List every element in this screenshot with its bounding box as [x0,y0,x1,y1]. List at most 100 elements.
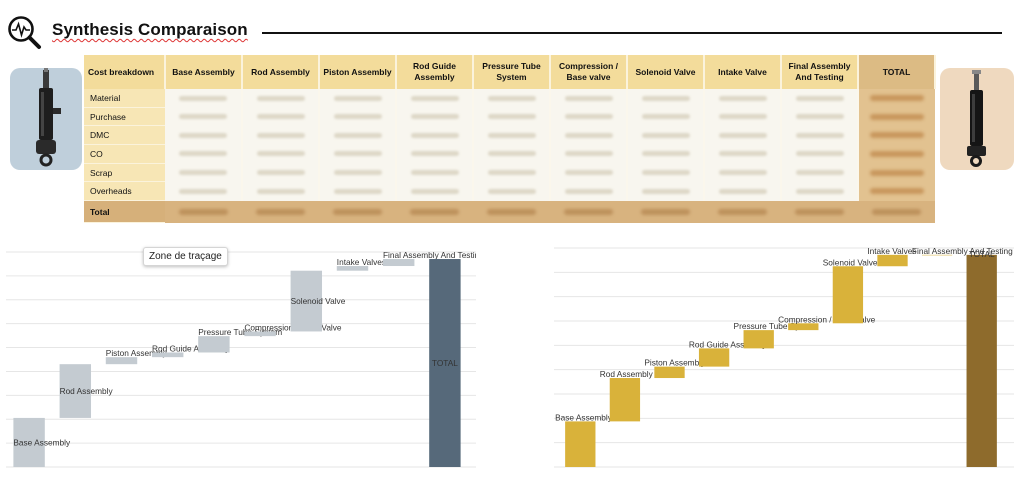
redacted-value [870,132,924,139]
waterfall-chart-left-svg: Base Assembly Rod Assembly Piston Assembly… [6,250,476,468]
table-cell-redacted [627,107,705,126]
redacted-value [178,132,228,138]
table-total-row: Total [84,200,935,223]
table-cell-redacted [550,181,628,201]
redacted-value [795,132,844,138]
redacted-value [564,188,613,194]
total-row-cell-redacted [242,200,319,223]
redacted-value [487,95,536,101]
bar-label: Piston Assembly [644,358,706,368]
redacted-value [795,114,844,120]
plot-area-tooltip: Zone de traçage [143,247,228,266]
table-header-row: Cost breakdown Base Assembly Rod Assembl… [84,55,936,89]
bar-label: Base Assembly [13,437,71,447]
redacted-value [333,95,382,101]
redacted-value [718,132,767,138]
page-header: Synthesis Comparaison [0,0,1024,50]
table-cell-redacted [627,163,705,182]
bar-label: Rod Guide Assembly [152,343,230,353]
bar-label: TOTAL [432,358,458,368]
bar-label: Piston Assembly [106,348,168,358]
column-header: Intake Valve [704,55,782,89]
table-cell-redacted [165,89,243,108]
total-row-cell-redacted [396,200,473,223]
redacted-value [795,170,844,176]
table-cell-redacted [165,107,243,126]
table-cell-redacted [396,89,474,108]
waterfall-bar[interactable] [13,417,45,467]
table-cell-redacted [473,144,551,164]
waterfall-bar[interactable] [429,259,461,467]
redacted-value [718,170,767,176]
table-cell-redacted [781,125,859,145]
column-header: Rod Assembly [242,55,320,89]
table-cell-redacted [242,107,320,126]
waterfall-bar[interactable] [382,259,415,267]
table-cell-redacted [242,125,320,145]
redacted-value [410,132,459,138]
waterfall-chart-right[interactable]: Base Assembly Rod Assembly Piston Assembly… [554,240,1014,475]
waterfall-bar[interactable] [151,352,184,358]
waterfall-bar[interactable] [921,254,953,256]
redacted-value [256,132,305,138]
redacted-value [256,95,305,101]
waterfall-bar[interactable] [59,364,92,418]
waterfall-bar[interactable] [966,254,997,467]
bar-label: Rod Assembly [600,369,654,379]
waterfall-bar[interactable] [698,348,730,367]
redacted-value [333,188,382,194]
redacted-value [718,95,767,101]
bar-label: TOTAL [969,249,995,259]
table-cell-redacted [396,181,474,201]
waterfall-bar[interactable] [198,336,230,353]
waterfall-bar[interactable] [336,266,369,271]
column-header: Base Assembly [165,55,243,89]
table-cell-redacted [473,89,551,108]
redacted-value [564,114,613,120]
table-cell-redacted [473,163,551,182]
redacted-value [564,151,613,157]
table-cell-redacted [704,89,782,108]
shock-absorber-image-left [10,68,82,170]
redacted-value [641,170,690,176]
table-cell-redacted [242,89,320,108]
redacted-value [333,151,382,157]
redacted-value [641,95,690,101]
redacted-value [333,132,382,138]
waterfall-bar[interactable] [565,421,596,467]
search-analytics-icon [8,16,41,49]
table-cell-redacted [242,163,320,182]
row-label: Scrap [84,163,165,183]
waterfall-bar[interactable] [832,266,864,324]
table-cell-redacted [319,125,397,145]
redacted-value [564,170,613,176]
waterfall-bar[interactable] [105,357,138,365]
waterfall-bar[interactable] [877,254,908,267]
redacted-value [487,132,536,138]
table-cell-redacted [396,107,474,126]
waterfall-bar[interactable] [743,330,774,349]
table-cell-redacted [704,144,782,164]
redacted-value [410,151,459,157]
redacted-value [178,188,228,194]
table-cell-redacted [704,163,782,182]
waterfall-bar[interactable] [244,331,276,337]
waterfall-bar[interactable] [609,378,641,422]
total-row-cell-redacted [781,200,858,223]
total-cell-redacted [858,107,935,126]
waterfall-bar[interactable] [654,366,685,379]
table-cell-redacted [165,163,243,182]
waterfall-bar[interactable] [788,323,819,331]
column-header: Pressure Tube System [473,55,551,89]
column-header: Final Assembly And Testing [781,55,859,89]
total-cell-redacted [858,181,935,201]
redacted-value [487,188,536,194]
waterfall-chart-left[interactable]: Base Assembly Rod Assembly Piston Assembly… [6,240,476,475]
bar-label: Solenoid Valve [291,296,346,306]
table-cell-redacted [319,89,397,108]
bar-label: Final Assembly And Testing [383,250,476,260]
redacted-value [795,151,844,157]
title-rule [262,32,1002,34]
table-cell-redacted [242,181,320,201]
waterfall-bar[interactable] [290,270,323,332]
